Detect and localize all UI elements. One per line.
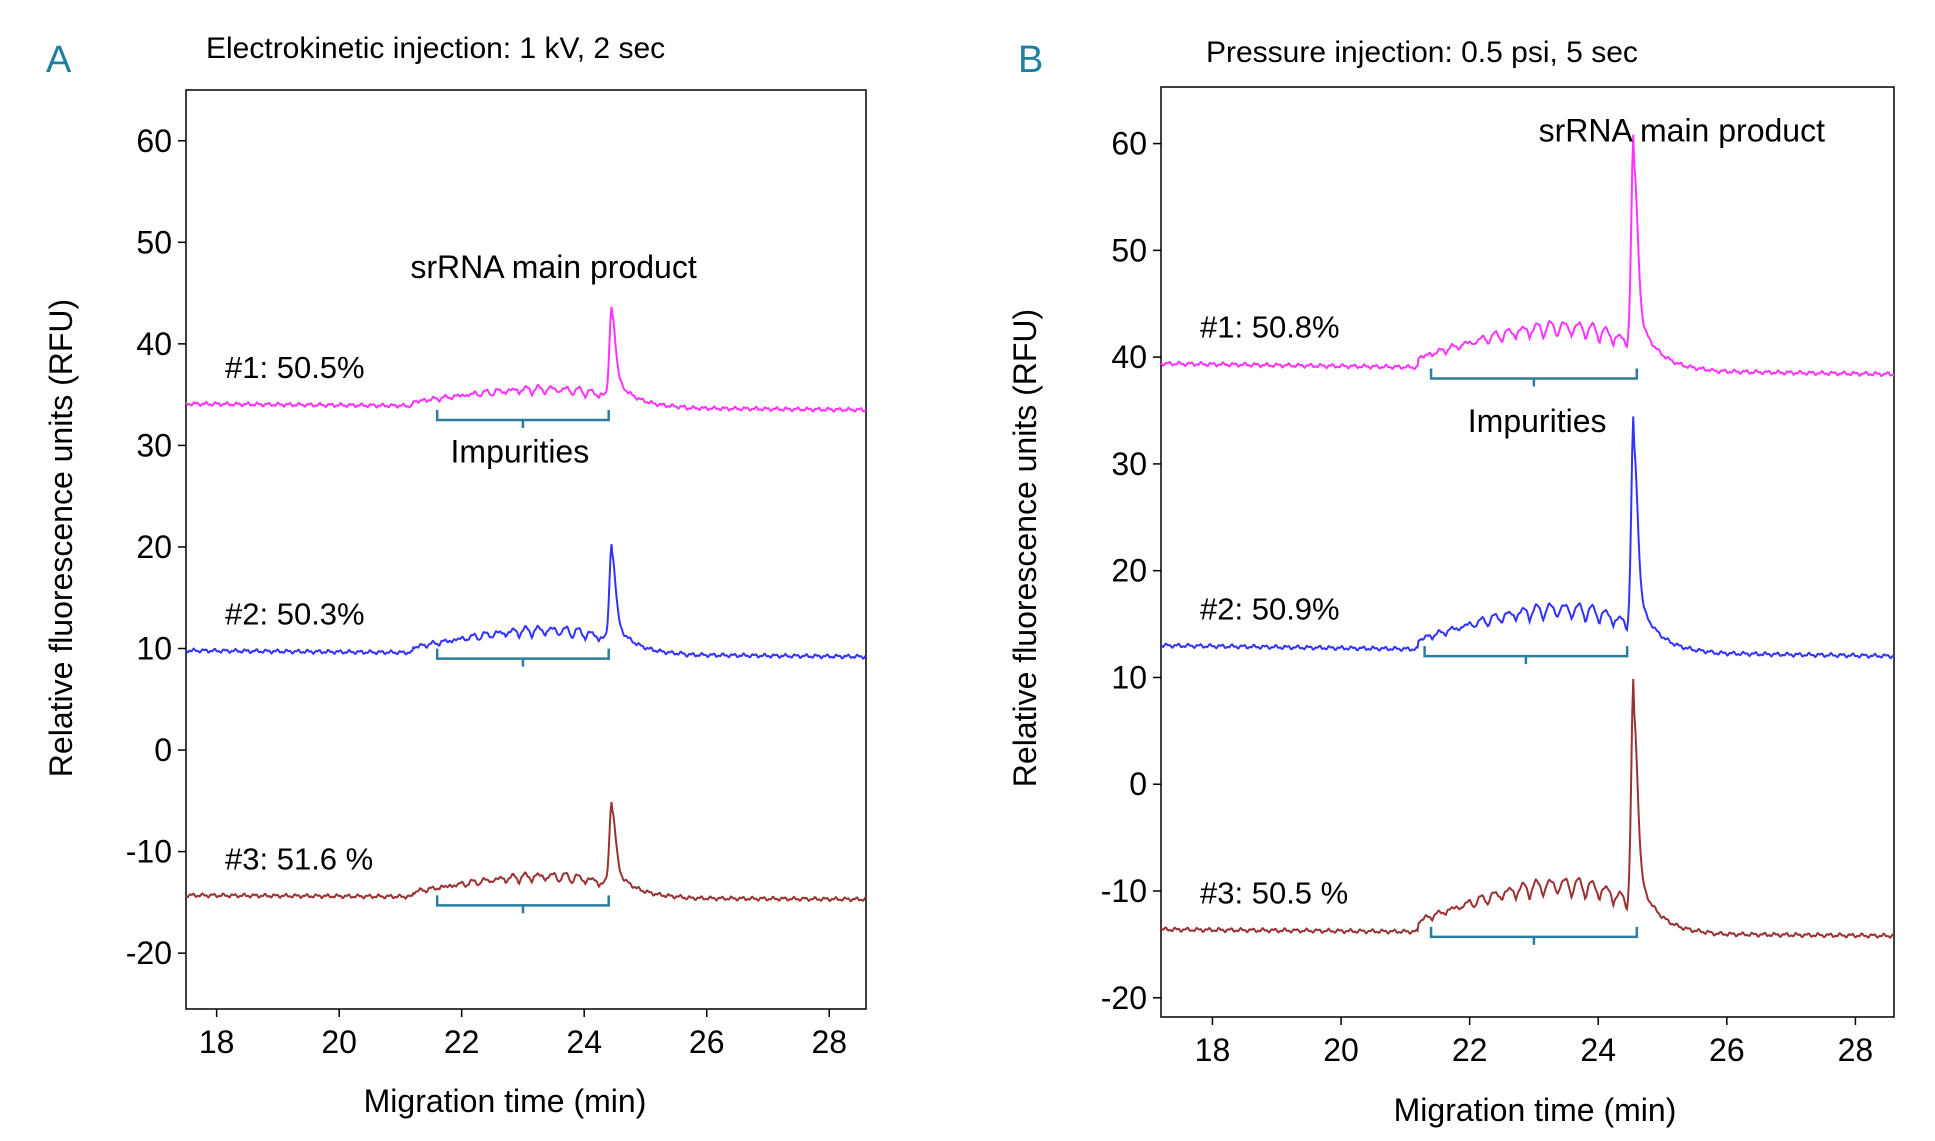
x-tick-label: 18 — [1195, 1032, 1231, 1068]
y-tick-label: -20 — [1101, 980, 1147, 1016]
panel-a-series — [185, 306, 867, 903]
panel-a-brackets — [435, 410, 610, 914]
y-tick-label: 0 — [154, 732, 172, 768]
x-tick-label: 20 — [321, 1024, 357, 1060]
series-label: #3: 50.5 % — [1200, 875, 1348, 910]
y-tick-label: 10 — [136, 631, 172, 667]
impurities-annotation: Impurities — [1468, 403, 1607, 439]
y-tick-label: -20 — [126, 935, 172, 971]
series-line — [1160, 679, 1895, 939]
panel-a-letter: A — [46, 39, 72, 81]
x-tick-label: 22 — [444, 1024, 480, 1060]
x-tick-label: 24 — [566, 1024, 602, 1060]
impurity-bracket — [435, 895, 610, 914]
panel-a-series-labels: #1: 50.5% #2: 50.3% #3: 51.6 % — [225, 350, 373, 876]
series-line — [185, 544, 867, 660]
series-line — [1160, 416, 1895, 660]
panel-a-plot-frame — [185, 89, 867, 1010]
x-tick-label: 20 — [1323, 1032, 1359, 1068]
main-product-annotation: srRNA main product — [1539, 112, 1825, 148]
impurity-bracket — [435, 648, 610, 667]
y-tick-label: -10 — [126, 834, 172, 870]
panel-a-y-axis-label: Relative fluorescence units (RFU) — [43, 299, 79, 777]
series-line — [185, 801, 867, 903]
panel-b-letter: B — [1018, 39, 1043, 81]
panel-b: B Pressure injection: 0.5 psi, 5 sec Rel… — [1007, 36, 1895, 1128]
x-tick-label: 26 — [1709, 1032, 1745, 1068]
series-label: #2: 50.3% — [225, 597, 365, 632]
panel-a-title: Electrokinetic injection: 1 kV, 2 sec — [206, 32, 665, 65]
y-tick-label: 40 — [1111, 339, 1147, 375]
impurity-bracket — [435, 410, 610, 429]
x-tick-label: 28 — [811, 1024, 847, 1060]
panel-b-annotations: srRNA main product Impurities — [1468, 112, 1825, 438]
panel-b-y-ticks: -20 -10 0 10 20 30 40 50 60 — [1101, 126, 1161, 1016]
y-tick-label: 60 — [136, 123, 172, 159]
y-tick-label: 50 — [136, 224, 172, 260]
panel-b-x-axis-label: Migration time (min) — [1394, 1092, 1677, 1128]
y-tick-label: 10 — [1111, 659, 1147, 695]
x-tick-label: 22 — [1452, 1032, 1488, 1068]
panel-b-title: Pressure injection: 0.5 psi, 5 sec — [1206, 36, 1638, 69]
panel-a-annotations: srRNA main product Impurities — [410, 249, 696, 470]
y-tick-label: 20 — [136, 529, 172, 565]
panel-a-x-ticks: 18 20 22 24 26 28 — [199, 1009, 847, 1060]
y-tick-label: 30 — [1111, 446, 1147, 482]
impurity-bracket — [1423, 646, 1629, 665]
y-tick-label: 40 — [136, 326, 172, 362]
panel-a: A Electrokinetic injection: 1 kV, 2 sec … — [43, 32, 867, 1119]
impurities-annotation: Impurities — [451, 434, 590, 470]
impurity-bracket — [1429, 926, 1639, 945]
y-tick-label: 60 — [1111, 126, 1147, 162]
x-tick-label: 26 — [689, 1024, 725, 1060]
panel-b-x-ticks: 18 20 22 24 26 28 — [1195, 1017, 1874, 1068]
x-tick-label: 18 — [199, 1024, 235, 1060]
panel-b-series-labels: #1: 50.8% #2: 50.9% #3: 50.5 % — [1200, 310, 1348, 911]
y-tick-label: -10 — [1101, 873, 1147, 909]
panel-a-y-ticks: -20 -10 0 10 20 30 40 50 60 — [126, 123, 186, 971]
panel-b-y-axis-label: Relative fluorescence units (RFU) — [1007, 309, 1043, 787]
series-line — [185, 306, 867, 413]
panel-b-plot-frame — [1160, 86, 1895, 1018]
panel-b-series — [1160, 134, 1895, 939]
y-tick-label: 20 — [1111, 553, 1147, 589]
series-label: #1: 50.5% — [225, 350, 365, 385]
series-line — [1160, 134, 1895, 378]
series-label: #3: 51.6 % — [225, 841, 373, 876]
y-tick-label: 50 — [1111, 232, 1147, 268]
x-tick-label: 24 — [1580, 1032, 1616, 1068]
impurity-bracket — [1429, 368, 1639, 387]
y-tick-label: 0 — [1129, 766, 1147, 802]
y-tick-label: 30 — [136, 427, 172, 463]
main-product-annotation: srRNA main product — [410, 249, 696, 285]
x-tick-label: 28 — [1838, 1032, 1874, 1068]
series-label: #1: 50.8% — [1200, 310, 1340, 345]
panel-b-brackets — [1423, 368, 1639, 945]
series-label: #2: 50.9% — [1200, 591, 1340, 626]
panel-a-x-axis-label: Migration time (min) — [364, 1083, 647, 1119]
